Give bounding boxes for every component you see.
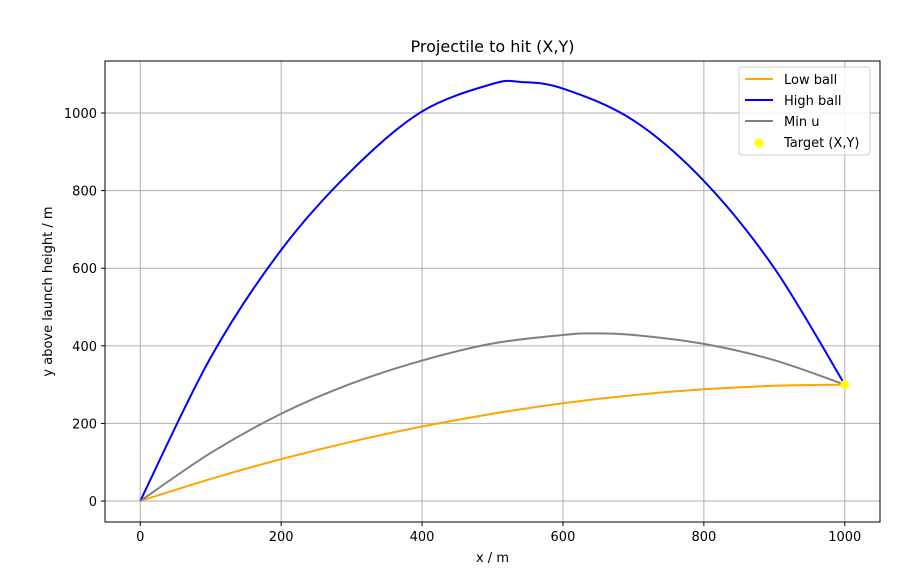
x-tick-label: 200 — [269, 530, 294, 545]
legend-label-high-ball: High ball — [784, 94, 841, 109]
y-tick-label: 200 — [72, 417, 97, 432]
series-line-min-u — [139, 332, 846, 502]
x-tick-label: 800 — [691, 530, 716, 545]
y-tick-label: 0 — [89, 495, 97, 510]
legend-label-target-x-y: Target (X,Y) — [783, 136, 859, 151]
x-axis-label: x / m — [476, 551, 509, 566]
series-line-low-ball — [139, 383, 845, 503]
legend-label-min-u: Min u — [784, 115, 819, 130]
legend: Low ball High ball Min u Target (X,Y) — [738, 66, 871, 156]
y-axis-label: y above launch height / m — [41, 206, 56, 376]
y-tick-label: 600 — [72, 262, 97, 277]
legend-marker-target-x-y — [754, 138, 764, 148]
plot-series — [139, 79, 850, 503]
plot-frame — [104, 60, 881, 523]
grid — [105, 61, 880, 522]
x-tick-label: 0 — [136, 530, 144, 545]
point-target-x-y — [840, 380, 850, 390]
y-tick-label: 800 — [72, 185, 97, 200]
y-tick-label: 1000 — [64, 107, 97, 122]
chart-title: Projectile to hit (X,Y) — [411, 37, 575, 56]
legend-label-low-ball: Low ball — [784, 73, 837, 88]
y-tick-label: 400 — [72, 340, 97, 355]
legend-box — [738, 66, 871, 156]
series-line-high-ball — [139, 79, 846, 502]
x-axis-ticks: 0 200 400 600 800 1000 — [136, 522, 861, 545]
x-tick-label: 600 — [551, 530, 576, 545]
x-tick-label: 400 — [410, 530, 435, 545]
y-axis-ticks: 0 200 400 600 800 1000 — [64, 107, 105, 510]
x-tick-label: 1000 — [828, 530, 861, 545]
